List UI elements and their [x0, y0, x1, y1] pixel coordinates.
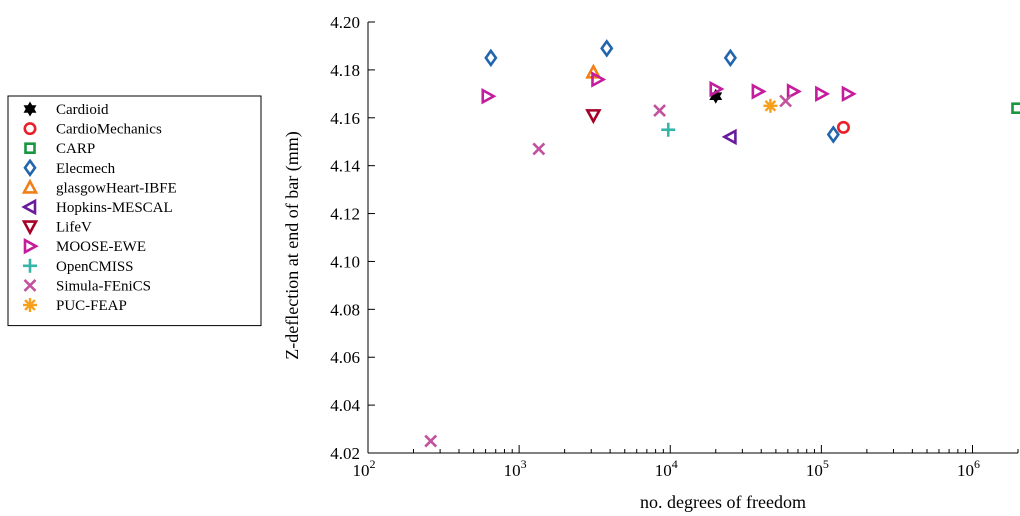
legend-entry: Hopkins-MESCAL [56, 200, 173, 216]
y-tick-label: 4.20 [330, 13, 360, 32]
data-point-elecmech [600, 39, 614, 58]
data-point-moose-ewe [815, 85, 831, 103]
x-tick-label: 104 [655, 457, 678, 480]
data-points [424, 39, 1020, 448]
data-point-opencmiss [661, 122, 676, 137]
legend-marker [23, 122, 37, 136]
data-point-cardiomechanics [836, 120, 850, 134]
data-point-lifev [585, 109, 602, 125]
data-point-elecmech [484, 48, 498, 68]
legend-entry: MOOSE-EWE [56, 239, 146, 255]
data-point-moose-ewe [841, 85, 857, 103]
data-point-carp [1011, 102, 1020, 114]
y-axis-title: Z-deflection at end of bar (mm) [282, 131, 303, 359]
legend-marker [23, 278, 37, 292]
data-point-moose-ewe [591, 71, 607, 88]
data-point-moose-ewe [786, 83, 802, 100]
legend-entry: glasgowHeart-IBFE [56, 180, 177, 196]
data-point-simula-fenics [653, 104, 667, 118]
y-tick-label: 4.02 [330, 444, 360, 463]
legend-marker [23, 238, 39, 255]
data-point-simula-fenics [532, 142, 546, 156]
legend-entry: PUC-FEAP [56, 298, 127, 314]
legend-entry: OpenCMISS [56, 259, 134, 275]
y-tick-label: 4.10 [330, 252, 360, 271]
legend-marker [23, 158, 37, 178]
legend-marker [21, 198, 37, 216]
y-tick-label: 4.12 [330, 205, 360, 224]
data-point-moose-ewe [751, 83, 767, 100]
legend-entry: Cardioid [56, 102, 109, 118]
axes: 4.02 4.04 4.06 4.08 4.10 4.12 4.14 4.16 4.18 4.20… [282, 13, 1019, 512]
legend-marker [23, 101, 37, 117]
legend-entry: CARP [56, 141, 95, 157]
x-tick-label: 106 [957, 457, 980, 480]
data-point-simula-fenics [424, 434, 438, 448]
legend-marker [23, 258, 37, 273]
y-tick-label: 4.08 [330, 300, 360, 319]
legend-entry: LifeV [56, 220, 92, 236]
legend-marker [24, 142, 36, 154]
x-axis-title: no. degrees of freedom [640, 492, 806, 512]
data-point-moose-ewe [481, 88, 497, 105]
legend-entry: Elecmech [56, 161, 116, 177]
legend-entry: CardioMechanics [56, 122, 162, 138]
y-tick-label: 4.14 [330, 157, 360, 176]
y-tick-label: 4.18 [330, 61, 360, 80]
legend-marker [23, 298, 37, 312]
legend-marker [21, 178, 39, 194]
data-point-elecmech [723, 48, 737, 68]
data-point-elecmech [826, 125, 840, 144]
x-tick-label: 103 [504, 457, 527, 480]
legend-marker [21, 220, 39, 236]
y-tick-label: 4.06 [330, 348, 360, 367]
data-point-hopkins-mescal [721, 128, 737, 146]
legend: Cardioid CardioMechanics CARP Elecmech glasg… [7, 95, 262, 327]
x-tick-label: 105 [806, 457, 829, 480]
data-point-simula-fenics [779, 94, 793, 108]
legend-box [7, 95, 262, 327]
x-tick-label: 102 [353, 457, 376, 480]
y-tick-label: 4.04 [330, 396, 360, 415]
legend-entry: Simula-FEniCS [56, 278, 151, 294]
data-point-moose-ewe [709, 80, 725, 98]
data-point-puc-feap [763, 98, 778, 113]
y-tick-label: 4.16 [330, 109, 360, 128]
